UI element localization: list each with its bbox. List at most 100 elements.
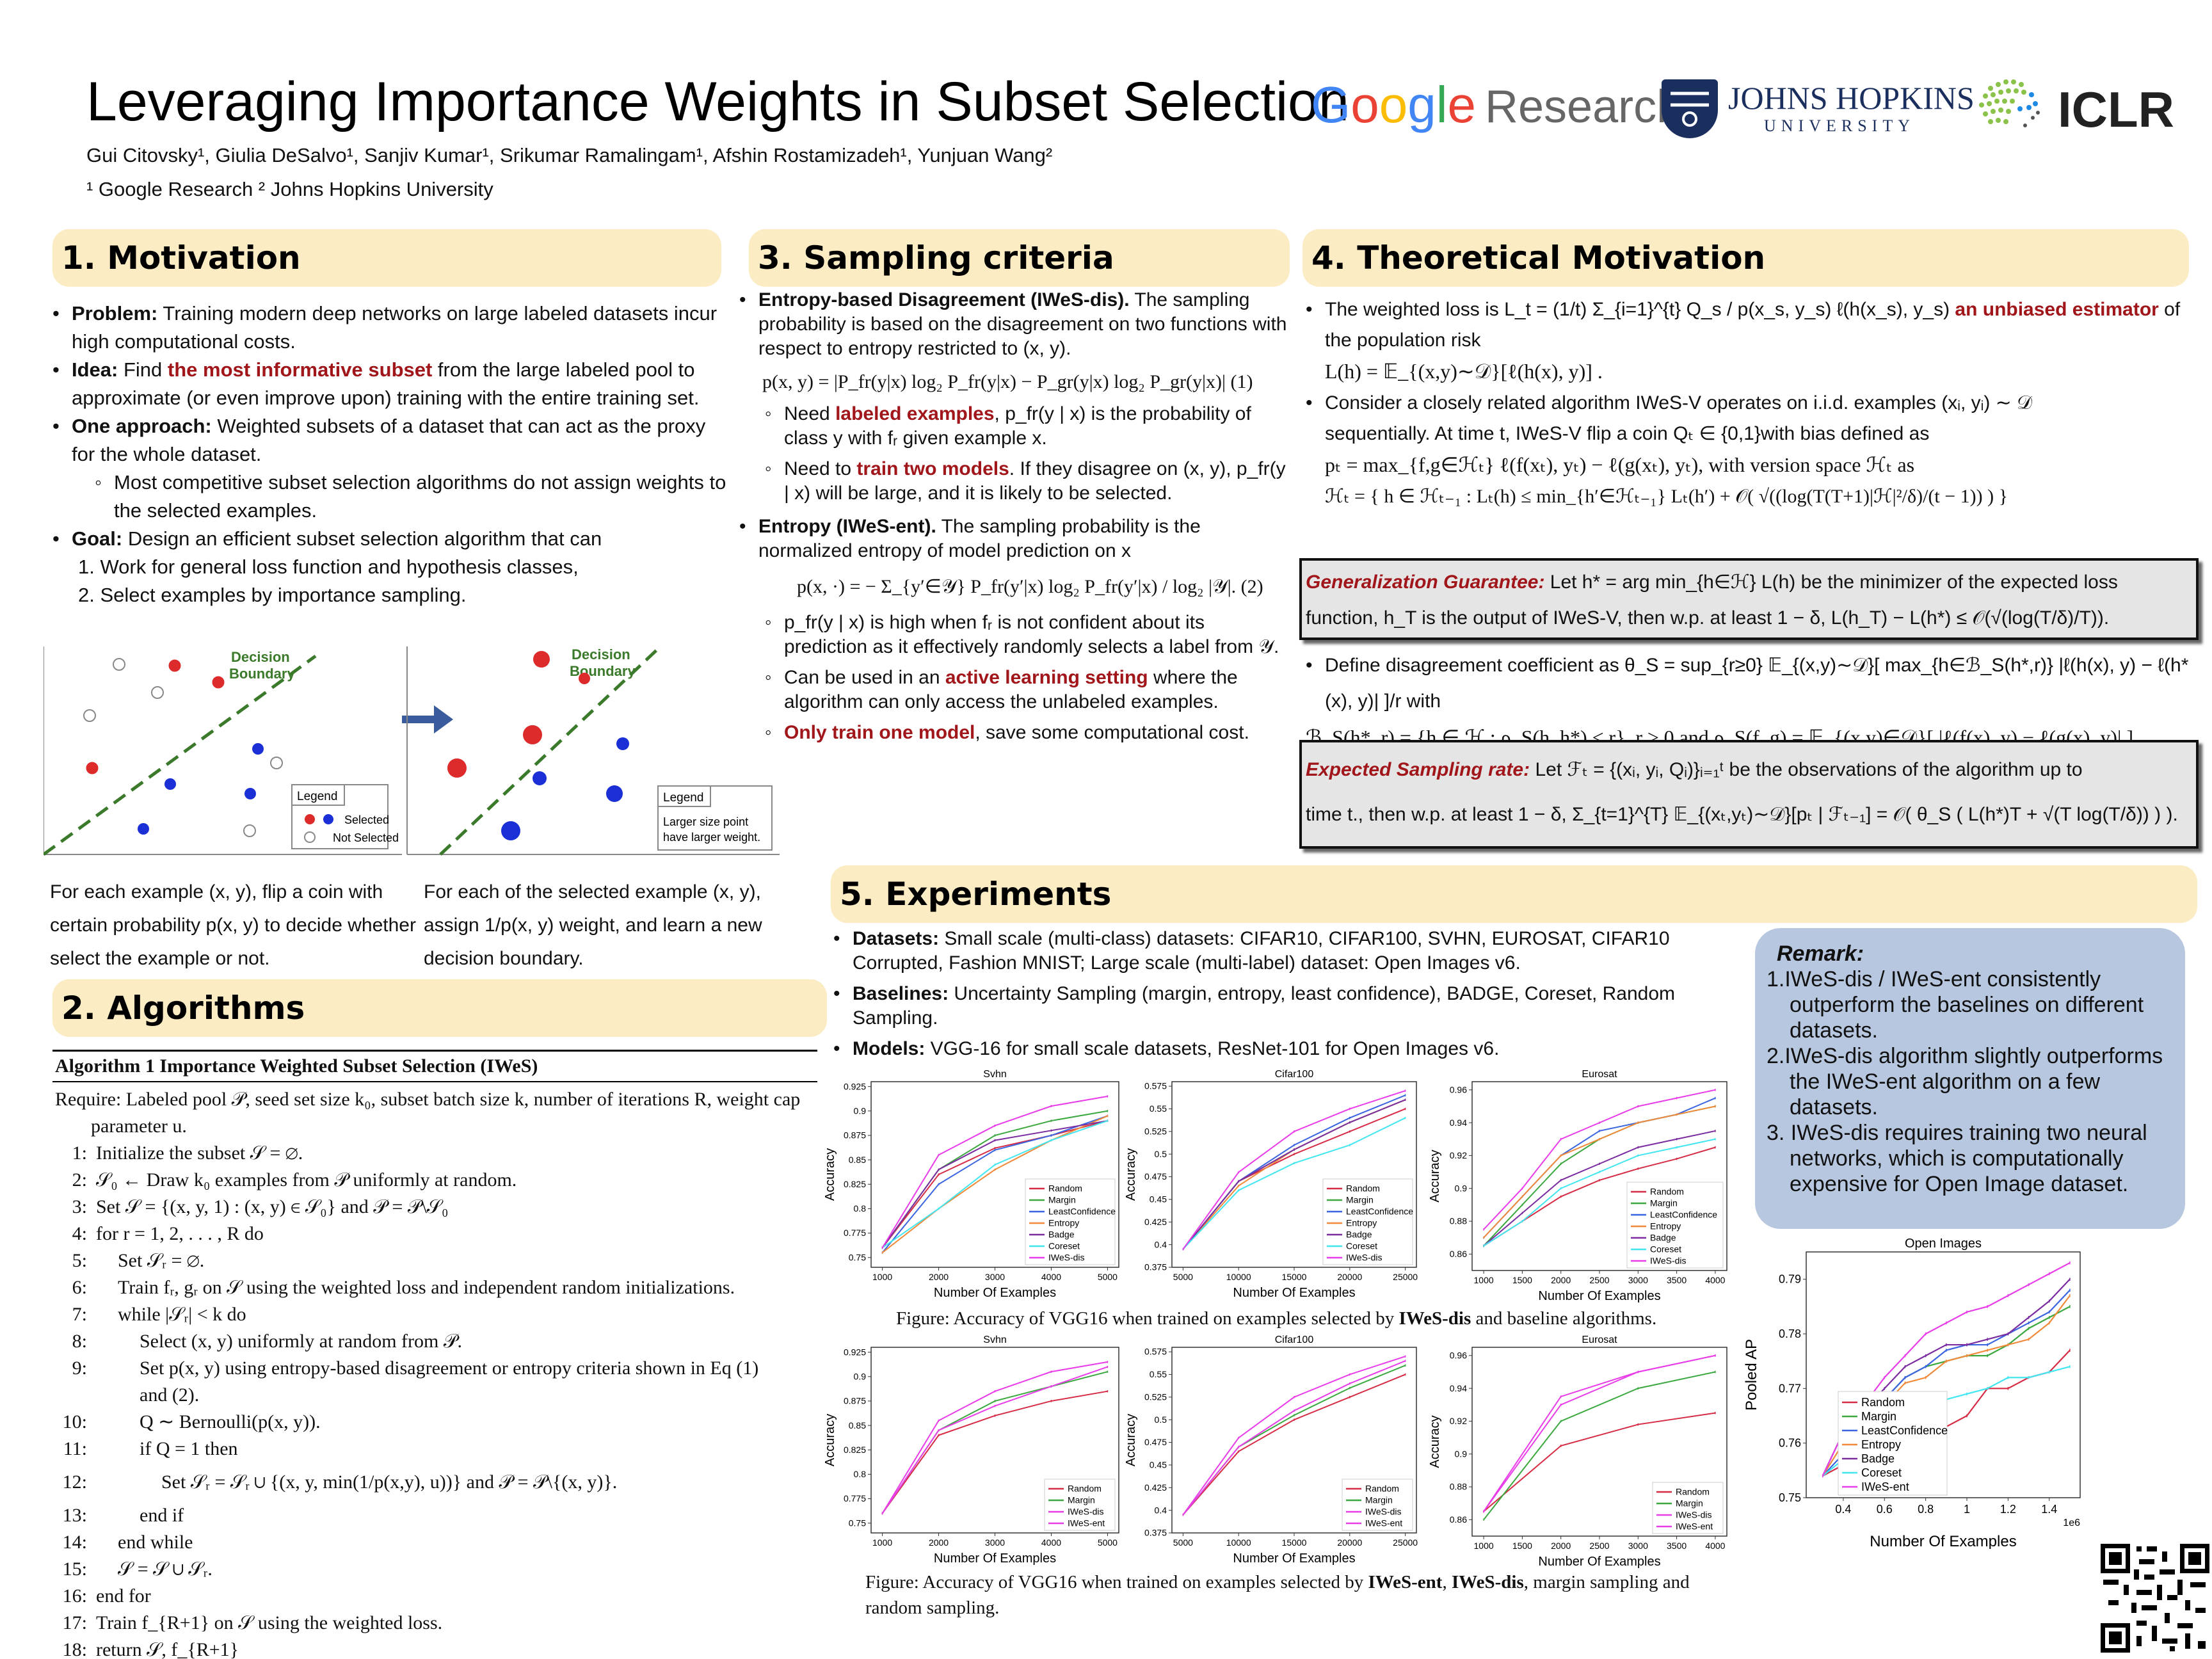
x-tick-label: 3000 bbox=[1628, 1275, 1648, 1285]
y-tick-label: 0.4 bbox=[1155, 1239, 1167, 1249]
chart-svhn-iwes: Svhn 1000 2000 3000 4000 5000 0.75 0.775 0.8 0.82… bbox=[823, 1334, 1119, 1565]
iclr-dots-icon bbox=[1979, 79, 2040, 127]
x-tick-label: 2500 bbox=[1589, 1275, 1609, 1285]
legend-label: Coreset bbox=[1048, 1241, 1080, 1251]
legend-label: Coreset bbox=[1346, 1241, 1377, 1251]
bullet-idea: Idea: Find the most informative subset f… bbox=[52, 356, 731, 412]
bullet-models: Models: VGG-16 for small scale datasets,… bbox=[833, 1037, 1742, 1061]
generalization-guarantee-box: Generalization Guarantee: Let h* = arg m… bbox=[1299, 558, 2199, 640]
legend-selected: Selected bbox=[344, 813, 389, 826]
theory-body: The weighted loss is L_t = (1/t) Σ_{i=1}… bbox=[1306, 294, 2192, 512]
motivation-figure: Decision Boundary Legend Selected Not Sel… bbox=[44, 645, 780, 858]
algorithm-line: 15: 𝒮 = 𝒮 ∪ 𝒮ᵣ. bbox=[62, 1559, 212, 1580]
y-tick-label: 0.5 bbox=[1155, 1415, 1167, 1425]
expected-sampling-rate-box: Expected Sampling rate: Let ℱₜ = {(xᵢ, y… bbox=[1299, 740, 2199, 849]
algorithm-line: 7: while |𝒮ᵣ| < k do bbox=[72, 1304, 246, 1325]
legend-label: Margin bbox=[1650, 1198, 1678, 1208]
y-tick-label: 0.96 bbox=[1450, 1084, 1467, 1094]
x-tick-label: 5000 bbox=[1098, 1537, 1118, 1548]
algorithm-line: 18: return 𝒮, f_{R+1} bbox=[62, 1639, 239, 1659]
x-tick-label: 2000 bbox=[929, 1272, 949, 1282]
remark-item-1: 1.IWeS-dis / IWeS-ent consistently outpe… bbox=[1767, 967, 2144, 1043]
algorithm-line: 8: Select (x, y) uniformly at random from… bbox=[72, 1331, 463, 1352]
chart-title: Svhn bbox=[983, 1334, 1006, 1345]
x-tick-label: 20000 bbox=[1337, 1272, 1362, 1282]
section-heading-sampling: 3. Sampling criteria bbox=[749, 229, 1290, 287]
y-tick-label: 0.75 bbox=[849, 1518, 866, 1528]
algorithm-line: 3: Set 𝒮 = {(x, y, 1) : (x, y) ∈ 𝒮₀} and … bbox=[72, 1196, 449, 1217]
x-tick-label: 1000 bbox=[1474, 1275, 1494, 1285]
bullet-baselines: Baselines: Uncertainty Sampling (margin,… bbox=[833, 982, 1742, 1030]
x-tick-label: 1000 bbox=[872, 1537, 892, 1548]
qr-code[interactable] bbox=[2101, 1544, 2209, 1653]
y-tick-label: 0.825 bbox=[844, 1179, 866, 1189]
legend-box bbox=[1322, 1178, 1413, 1265]
algorithm-box: Algorithm 1 Importance Weighted Subset S… bbox=[52, 1050, 817, 1659]
legend-label: Random bbox=[1346, 1183, 1380, 1194]
decision-boundary-label-left: Decision Boundary bbox=[229, 649, 295, 682]
x-tick-label: 25000 bbox=[1393, 1537, 1418, 1548]
algorithm-line: 2: 𝒮₀ ← Draw k₀ examples from 𝒫 uniformly… bbox=[72, 1169, 517, 1190]
legend-label: Margin bbox=[1676, 1498, 1703, 1509]
legend-label: Margin bbox=[1346, 1195, 1374, 1205]
legend-label: IWeS-dis bbox=[1068, 1507, 1104, 1517]
legend-not-selected: Not Selected bbox=[333, 831, 399, 844]
x-axis-label: Number Of Examples bbox=[1538, 1289, 1660, 1302]
algorithm-line: 17: Train f_{R+1} on 𝒮 using the weighted… bbox=[62, 1612, 443, 1633]
x-axis-label: Number Of Examples bbox=[934, 1551, 1056, 1565]
chart-cifar100-iwes: Cifar100 5000 10000 15000 20000 25000 0.375 0.4… bbox=[1124, 1334, 1418, 1565]
legend-title-right: Legend bbox=[663, 791, 703, 805]
y-tick-label: 0.75 bbox=[849, 1252, 866, 1262]
bullet-iwes-v: Consider a closely related algorithm IWe… bbox=[1306, 388, 2192, 512]
x-tick-label: 5000 bbox=[1173, 1537, 1193, 1548]
x-tick-label: 1000 bbox=[872, 1272, 892, 1282]
y-tick-label: 0.79 bbox=[1779, 1273, 1801, 1286]
legend-label: Badge bbox=[1861, 1452, 1895, 1465]
legend-title-left: Legend bbox=[297, 790, 337, 803]
equation-1: p(x, y) = |P_fr(y|x) log₂ P_fr(y|x) − P_… bbox=[762, 371, 1253, 392]
y-axis-label: Accuracy bbox=[1124, 1414, 1138, 1466]
johns-hopkins-logo: JOHNS HOPKINS UNIVERSITY bbox=[1662, 77, 1975, 141]
algorithm-line: 5: Set 𝒮ᵣ = ∅. bbox=[72, 1250, 205, 1271]
algorithm-line: 1: Initialize the subset 𝒮 = ∅. bbox=[72, 1142, 303, 1164]
legend-label: Badge bbox=[1650, 1233, 1676, 1243]
remark-title: Remark: bbox=[1777, 942, 1864, 966]
x-axis-label: Number Of Examples bbox=[1538, 1555, 1660, 1568]
x-tick-label: 3000 bbox=[985, 1537, 1005, 1548]
x-tick-label: 2500 bbox=[1589, 1541, 1609, 1551]
algorithm-line: 12: Set 𝒮ᵣ = 𝒮ᵣ ∪ {(x, y, min(1/p(x,y), u… bbox=[62, 1471, 618, 1493]
x-tick-label: 25000 bbox=[1393, 1272, 1418, 1282]
x-axis-label: Number Of Examples bbox=[1233, 1286, 1355, 1299]
y-tick-label: 0.86 bbox=[1450, 1249, 1467, 1259]
y-tick-label: 0.77 bbox=[1779, 1382, 1801, 1395]
y-tick-label: 0.88 bbox=[1450, 1216, 1467, 1226]
qr-code-icon bbox=[2101, 1544, 2209, 1653]
section-heading-algorithms: 2. Algorithms bbox=[52, 979, 827, 1037]
legend-label: Coreset bbox=[1650, 1244, 1681, 1254]
y-tick-label: 0.375 bbox=[1144, 1262, 1167, 1272]
legend-label: Random bbox=[1048, 1183, 1082, 1194]
x-scale-label: 1e6 bbox=[2063, 1518, 2080, 1528]
sub-bullet-active-learning: Can be used in an active learning settin… bbox=[765, 666, 1290, 714]
bullet-approach: One approach: Weighted subsets of a data… bbox=[52, 412, 731, 525]
y-tick-label: 0.9 bbox=[1455, 1448, 1468, 1459]
chart-title: Open Images bbox=[1905, 1237, 1982, 1251]
legend-label: LeastConfidence bbox=[1650, 1210, 1717, 1220]
x-tick-label: 5000 bbox=[1173, 1272, 1193, 1282]
legend-label: Random bbox=[1676, 1487, 1710, 1497]
remark-item-2: 2.IWeS-dis algorithm slightly outperform… bbox=[1767, 1044, 2163, 1119]
y-tick-label: 0.425 bbox=[1144, 1482, 1167, 1493]
legend-label: IWeS-ent bbox=[1676, 1521, 1713, 1532]
sub-bullet-approach: Most competitive subset selection algori… bbox=[95, 469, 731, 525]
legend-label: IWeS-ent bbox=[1365, 1518, 1402, 1528]
legend-label: Margin bbox=[1068, 1495, 1095, 1505]
y-axis-label: Pooled AP bbox=[1743, 1339, 1760, 1411]
y-tick-label: 0.75 bbox=[1779, 1491, 1801, 1504]
y-tick-label: 0.96 bbox=[1450, 1350, 1467, 1360]
y-axis-label: Accuracy bbox=[823, 1148, 837, 1201]
algorithm-line: 10: Q ∼ Bernoulli(p(x, y)). bbox=[62, 1411, 321, 1432]
y-tick-label: 0.94 bbox=[1450, 1383, 1467, 1393]
x-tick-label: 2000 bbox=[929, 1537, 949, 1548]
x-tick-label: 0.8 bbox=[1918, 1503, 1934, 1516]
affiliations: ¹ Google Research ² Johns Hopkins Univer… bbox=[86, 178, 493, 200]
